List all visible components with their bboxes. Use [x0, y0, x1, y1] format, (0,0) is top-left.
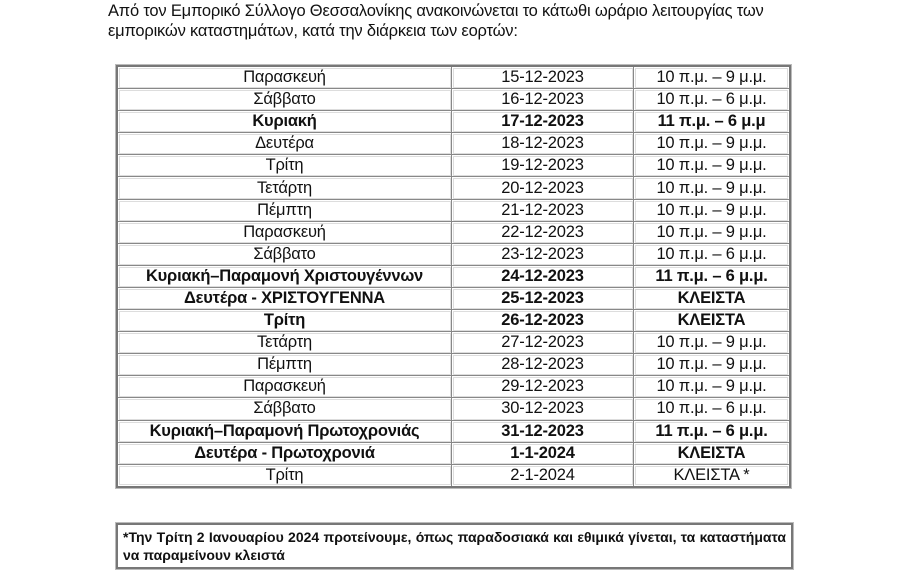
date-cell: 20-12-2023: [452, 177, 634, 200]
table-row: Παρασκευή 22-12-2023 10 π.μ. – 9 μ.μ.: [118, 221, 789, 244]
hours-cell: ΚΛΕΙΣΤΑ: [634, 310, 789, 333]
hours-cell: 10 π.μ. – 9 μ.μ.: [634, 177, 789, 200]
day-cell: Κυριακή: [118, 111, 452, 134]
hours-cell: 10 π.μ. – 9 μ.μ.: [634, 200, 789, 222]
hours-cell: 10 π.μ. – 9 μ.μ.: [634, 67, 789, 90]
table-row: Τετάρτη 27-12-2023 10 π.μ. – 9 μ.μ.: [118, 332, 789, 355]
hours-cell: 10 π.μ. – 9 μ.μ.: [634, 354, 789, 377]
date-cell: 24-12-2023: [452, 265, 634, 288]
table-row: Πέμπτη 28-12-2023 10 π.μ. – 9 μ.μ.: [118, 354, 789, 377]
date-cell: 23-12-2023: [452, 243, 634, 266]
hours-cell: 10 π.μ. – 6 μ.μ.: [634, 89, 789, 112]
table-row: Δευτέρα - ΧΡΙΣΤΟΥΓΕΝΝΑ 25-12-2023 ΚΛΕΙΣΤΑ: [118, 287, 789, 311]
date-cell: 18-12-2023: [452, 133, 634, 156]
table-row: Κυριακή 17-12-2023 11 π.μ. – 6 μ.μ: [118, 111, 789, 134]
table-row: Παρασκευή 15-12-2023 10 π.μ. – 9 μ.μ.: [118, 67, 789, 90]
date-cell: 1-1-2024: [452, 442, 634, 465]
table-row: Τετάρτη 20-12-2023 10 π.μ. – 9 μ.μ.: [118, 177, 789, 200]
date-cell: 16-12-2023: [452, 89, 634, 112]
hours-cell: ΚΛΕΙΣΤΑ: [634, 288, 789, 311]
day-cell: Τρίτη: [118, 464, 452, 486]
date-cell: 2-1-2024: [452, 464, 634, 486]
hours-cell: 11 π.μ. – 6 μ.μ: [634, 111, 789, 134]
date-cell: 17-12-2023: [452, 111, 634, 134]
table-row: Κυριακή–Παραμονή Χριστουγέννων 24-12-2023…: [118, 265, 789, 288]
day-cell: Παρασκευή: [118, 376, 452, 399]
hours-cell: 10 π.μ. – 9 μ.μ.: [634, 133, 789, 156]
date-cell: 27-12-2023: [452, 332, 634, 355]
date-cell: 22-12-2023: [452, 221, 634, 244]
day-cell: Τετάρτη: [118, 177, 452, 200]
table-row: Δευτέρα - Πρωτοχρονιά 1-1-2024 ΚΛΕΙΣΤΑ: [118, 442, 789, 465]
table-row: Κυριακή–Παραμονή Πρωτοχρονιάς 31-12-2023 1…: [118, 420, 789, 443]
intro-paragraph: Από τον Εμπορικό Σύλλογο Θεσσαλονίκης αν…: [108, 2, 764, 40]
hours-cell: ΚΛΕΙΣΤΑ *: [634, 465, 789, 486]
day-cell: Κυριακή–Παραμονή Πρωτοχρονιάς: [118, 420, 452, 443]
date-cell: 29-12-2023: [452, 376, 634, 399]
table-row: Σάββατο 23-12-2023 10 π.μ. – 6 μ.μ.: [118, 243, 789, 266]
date-cell: 15-12-2023: [452, 67, 634, 90]
day-cell: Τρίτη: [118, 155, 452, 178]
holiday-hours-table: Παρασκευή 15-12-2023 10 π.μ. – 9 μ.μ. Σάββα…: [115, 64, 792, 489]
table-row: Τρίτη 19-12-2023 10 π.μ. – 9 μ.μ.: [118, 155, 789, 178]
table-row: Σάββατο 16-12-2023 10 π.μ. – 6 μ.μ.: [118, 89, 789, 112]
hours-cell: 11 π.μ. – 6 μ.μ.: [634, 421, 789, 443]
hours-cell: 10 π.μ. – 9 μ.μ.: [634, 155, 789, 178]
day-cell: Παρασκευή: [118, 221, 452, 244]
table-row: Δευτέρα 18-12-2023 10 π.μ. – 9 μ.μ.: [118, 133, 789, 156]
table-row: Πέμπτη 21-12-2023 10 π.μ. – 9 μ.μ.: [118, 199, 789, 222]
day-cell: Δευτέρα - ΧΡΙΣΤΟΥΓΕΝΝΑ: [118, 287, 452, 311]
hours-cell: 10 π.μ. – 6 μ.μ.: [634, 398, 789, 421]
date-cell: 25-12-2023: [452, 287, 634, 311]
day-cell: Παρασκευή: [118, 67, 452, 90]
date-cell: 26-12-2023: [452, 310, 634, 333]
date-cell: 28-12-2023: [452, 354, 634, 377]
day-cell: Πέμπτη: [118, 199, 452, 222]
day-cell: Σάββατο: [118, 89, 452, 112]
day-cell: Σάββατο: [118, 398, 452, 421]
day-cell: Πέμπτη: [118, 354, 452, 377]
table-row: Παρασκευή 29-12-2023 10 π.μ. – 9 μ.μ.: [118, 376, 789, 399]
date-cell: 30-12-2023: [452, 398, 634, 421]
table-row: Τρίτη 2-1-2024 ΚΛΕΙΣΤΑ *: [118, 464, 789, 486]
day-cell: Δευτέρα: [118, 133, 452, 156]
day-cell: Τετάρτη: [118, 332, 452, 355]
day-cell: Κυριακή–Παραμονή Χριστουγέννων: [118, 265, 452, 288]
day-cell: Δευτέρα - Πρωτοχρονιά: [118, 442, 452, 465]
hours-cell: 10 π.μ. – 9 μ.μ.: [634, 222, 789, 244]
table-row: Σάββατο 30-12-2023 10 π.μ. – 6 μ.μ.: [118, 398, 789, 421]
hours-cell: ΚΛΕΙΣΤΑ: [634, 443, 789, 465]
hours-cell: 10 π.μ. – 9 μ.μ.: [634, 332, 789, 355]
hours-cell: 10 π.μ. – 9 μ.μ.: [634, 376, 789, 399]
table-row: Τρίτη 26-12-2023 ΚΛΕΙΣΤΑ: [118, 310, 789, 333]
date-cell: 31-12-2023: [452, 420, 634, 443]
hours-cell: 11 π.μ. – 6 μ.μ.: [634, 266, 789, 288]
day-cell: Σάββατο: [118, 243, 452, 266]
hours-cell: 10 π.μ. – 6 μ.μ.: [634, 244, 789, 266]
date-cell: 21-12-2023: [452, 199, 634, 222]
day-cell: Τρίτη: [118, 310, 452, 333]
footnote-box: *Την Τρίτη 2 Ιανουαρίου 2024 προτείνουμε…: [115, 522, 794, 570]
date-cell: 19-12-2023: [452, 155, 634, 178]
